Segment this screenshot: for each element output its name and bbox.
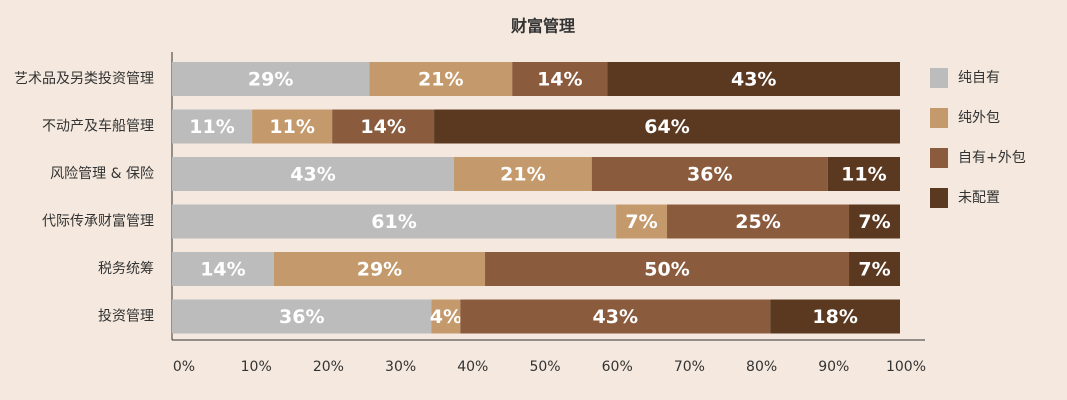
data-label: 14% <box>360 116 405 138</box>
bar-segment <box>172 62 370 96</box>
x-tick-label: 20% <box>313 359 344 375</box>
bar-segment <box>172 204 617 239</box>
bar-segment <box>172 299 432 334</box>
x-tick-label: 100% <box>886 359 926 375</box>
legend-label: 自有+外包 <box>958 150 1026 166</box>
data-label: 4% <box>430 306 462 328</box>
y-tick-label: 投资管理 <box>98 309 154 325</box>
data-label: 21% <box>418 69 463 91</box>
x-tick-label: 90% <box>818 359 849 375</box>
x-tick-label: 70% <box>674 359 705 375</box>
data-label: 11% <box>189 116 234 138</box>
data-label: 14% <box>200 259 245 281</box>
x-tick-label: 60% <box>602 359 633 375</box>
y-tick-label: 不动产及车船管理 <box>42 118 154 135</box>
data-label: 18% <box>812 306 857 328</box>
bar-segment <box>770 299 900 334</box>
bar-segment <box>273 252 486 286</box>
x-tick-label: 80% <box>746 359 777 375</box>
y-tick-label: 税务统筹 <box>98 260 154 277</box>
bar-segment <box>172 157 455 191</box>
x-tick-label: 30% <box>385 359 416 375</box>
data-label: 43% <box>731 69 776 91</box>
y-tick-label: 代际传承财富管理 <box>42 213 154 230</box>
x-tick-label: 50% <box>529 359 560 375</box>
bar-segment <box>369 62 513 96</box>
bar-segment <box>460 299 771 334</box>
legend-swatch <box>930 148 948 168</box>
data-label: 50% <box>644 259 689 281</box>
legend-swatch <box>930 188 948 208</box>
data-label: 7% <box>858 259 890 281</box>
data-label: 21% <box>500 164 545 186</box>
bar-segment <box>434 109 900 144</box>
data-label: 36% <box>279 306 324 328</box>
legend-label: 未配置 <box>958 190 1000 206</box>
data-label: 36% <box>687 164 732 186</box>
x-tick-label: 0% <box>173 359 195 375</box>
bar-segment <box>512 62 608 96</box>
bar-segment <box>591 157 828 191</box>
data-label: 11% <box>841 164 886 186</box>
bar-segment <box>252 109 333 144</box>
legend-label: 纯自有 <box>958 70 1000 86</box>
bar-segment <box>849 252 900 286</box>
bar-segment <box>607 62 900 96</box>
bar-segment <box>431 299 461 334</box>
bar-segment <box>172 252 274 286</box>
data-label: 61% <box>371 211 416 233</box>
data-label: 29% <box>357 259 402 281</box>
x-tick-label: 40% <box>457 359 488 375</box>
data-label: 14% <box>537 69 582 91</box>
legend-label: 纯外包 <box>958 110 1000 126</box>
data-label: 43% <box>593 306 638 328</box>
x-tick-label: 10% <box>241 359 272 375</box>
data-label: 29% <box>248 69 293 91</box>
chart-title: 财富管理 <box>510 17 575 36</box>
bar-segment <box>172 109 253 144</box>
bar-segment <box>332 109 435 144</box>
bar-segment <box>454 157 592 191</box>
bar-segment <box>849 204 900 239</box>
data-label: 7% <box>858 211 890 233</box>
legend-swatch <box>930 108 948 128</box>
data-label: 64% <box>644 116 689 138</box>
bar-segment <box>667 204 850 239</box>
bar-segment <box>827 157 900 191</box>
data-label: 43% <box>290 164 335 186</box>
data-label: 7% <box>625 211 657 233</box>
legend-swatch <box>930 68 948 88</box>
y-tick-label: 艺术品及另类投资管理 <box>14 71 154 87</box>
data-label: 11% <box>269 116 314 138</box>
data-label: 25% <box>735 211 780 233</box>
bar-segment <box>616 204 668 239</box>
bar-segment <box>485 252 850 286</box>
y-tick-label: 风险管理 & 保险 <box>50 166 154 182</box>
